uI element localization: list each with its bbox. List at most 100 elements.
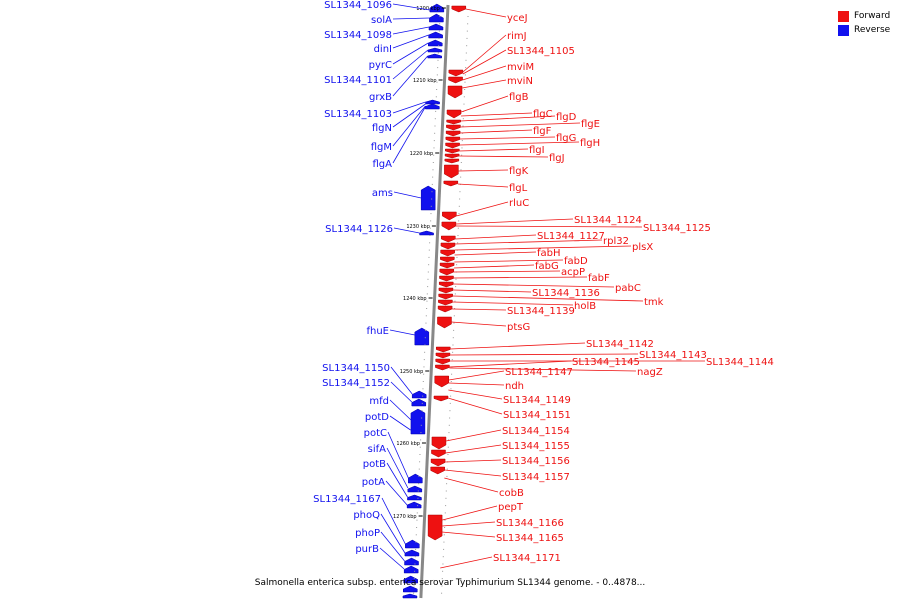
reverse-gene-feature[interactable] xyxy=(429,3,445,13)
reverse-gene-label[interactable]: dinI xyxy=(374,44,392,55)
forward-gene-label[interactable]: plsX xyxy=(632,242,653,253)
forward-gene-label[interactable]: mviM xyxy=(507,62,534,73)
forward-gene-feature[interactable] xyxy=(438,281,454,288)
forward-gene-label[interactable]: flgH xyxy=(580,138,600,149)
forward-gene-label[interactable]: ndh xyxy=(505,381,524,392)
forward-gene-label[interactable]: fabD xyxy=(564,256,588,267)
forward-gene-feature[interactable] xyxy=(445,142,460,149)
forward-gene-label[interactable]: flgB xyxy=(509,92,529,103)
forward-gene-feature[interactable] xyxy=(427,514,443,541)
forward-gene-feature[interactable] xyxy=(448,69,464,77)
forward-gene-label[interactable]: rpl32 xyxy=(603,236,629,247)
forward-gene-label[interactable]: rimJ xyxy=(507,31,527,42)
reverse-gene-feature[interactable] xyxy=(406,501,422,509)
forward-gene-label[interactable]: fabF xyxy=(588,273,610,284)
reverse-gene-feature[interactable] xyxy=(414,327,430,346)
forward-gene-label[interactable]: flgG xyxy=(556,133,576,144)
forward-gene-feature[interactable] xyxy=(446,119,461,125)
reverse-gene-label[interactable]: potC xyxy=(364,428,387,439)
forward-gene-feature[interactable] xyxy=(430,458,446,467)
forward-gene-feature[interactable] xyxy=(440,242,456,250)
forward-gene-feature[interactable] xyxy=(438,287,454,294)
forward-gene-label[interactable]: tmk xyxy=(644,297,664,308)
reverse-gene-feature[interactable] xyxy=(425,103,440,110)
forward-gene-label[interactable]: SL1344_1142 xyxy=(586,339,654,350)
forward-gene-feature[interactable] xyxy=(435,352,451,359)
forward-gene-label[interactable]: SL1344_1143 xyxy=(639,350,707,361)
forward-gene-label[interactable]: SL1344_1156 xyxy=(502,456,570,467)
reverse-gene-label[interactable]: ams xyxy=(372,188,393,199)
forward-gene-feature[interactable] xyxy=(439,268,455,276)
forward-gene-label[interactable]: flgJ xyxy=(549,153,565,164)
forward-gene-feature[interactable] xyxy=(441,221,457,231)
reverse-gene-feature[interactable] xyxy=(403,585,418,593)
reverse-gene-label[interactable]: SL1344_1096 xyxy=(324,0,392,11)
reverse-gene-feature[interactable] xyxy=(403,565,419,574)
forward-gene-feature[interactable] xyxy=(437,316,452,329)
forward-gene-label[interactable]: SL1344_1124 xyxy=(574,215,642,226)
forward-gene-feature[interactable] xyxy=(444,158,460,164)
reverse-gene-label[interactable]: potB xyxy=(363,459,386,470)
reverse-gene-label[interactable]: mfd xyxy=(369,396,389,407)
forward-gene-label[interactable]: SL1344_1154 xyxy=(502,426,570,437)
forward-gene-label[interactable]: fabH xyxy=(537,248,561,259)
forward-gene-label[interactable]: SL1344_1145 xyxy=(572,357,640,368)
forward-gene-feature[interactable] xyxy=(440,249,455,257)
forward-gene-feature[interactable] xyxy=(448,76,463,84)
forward-gene-feature[interactable] xyxy=(441,235,456,243)
forward-gene-feature[interactable] xyxy=(440,256,455,263)
reverse-gene-label[interactable]: fhuE xyxy=(366,326,389,337)
forward-gene-feature[interactable] xyxy=(430,466,445,475)
forward-gene-label[interactable]: SL1344_1125 xyxy=(643,223,711,234)
reverse-gene-feature[interactable] xyxy=(411,390,427,399)
forward-gene-label[interactable]: pepT xyxy=(498,502,524,513)
reverse-gene-feature[interactable] xyxy=(420,185,436,211)
reverse-gene-feature[interactable] xyxy=(407,494,422,501)
forward-gene-feature[interactable] xyxy=(433,395,449,402)
forward-gene-feature[interactable] xyxy=(445,136,461,143)
forward-gene-label[interactable]: flgC xyxy=(533,109,553,120)
forward-gene-feature[interactable] xyxy=(437,305,453,313)
reverse-gene-label[interactable]: phoP xyxy=(355,528,380,539)
reverse-gene-label[interactable]: sifA xyxy=(368,444,387,455)
forward-gene-label[interactable]: SL1344_1165 xyxy=(496,533,564,544)
reverse-gene-label[interactable]: SL1344_1150 xyxy=(322,363,390,374)
forward-gene-label[interactable]: fabG xyxy=(535,261,559,272)
forward-gene-label[interactable]: flgK xyxy=(509,166,529,177)
reverse-gene-feature[interactable] xyxy=(404,549,420,557)
reverse-gene-feature[interactable] xyxy=(404,557,419,566)
forward-gene-feature[interactable] xyxy=(442,211,457,221)
forward-gene-label[interactable]: SL1344_1136 xyxy=(532,288,600,299)
reverse-gene-feature[interactable] xyxy=(428,31,443,39)
reverse-gene-label[interactable]: SL1344_1103 xyxy=(324,109,392,120)
reverse-gene-feature[interactable] xyxy=(429,13,444,23)
forward-gene-label[interactable]: SL1344_1171 xyxy=(493,553,561,564)
reverse-gene-label[interactable]: potA xyxy=(362,477,385,488)
forward-gene-label[interactable]: flgF xyxy=(533,126,552,137)
forward-gene-label[interactable]: SL1344_1127 xyxy=(537,231,605,242)
forward-gene-feature[interactable] xyxy=(443,180,459,187)
reverse-gene-label[interactable]: SL1344_1098 xyxy=(324,30,392,41)
reverse-gene-label[interactable]: SL1344_1167 xyxy=(313,494,381,505)
forward-gene-feature[interactable] xyxy=(439,275,454,282)
forward-gene-label[interactable]: flgD xyxy=(556,112,577,123)
reverse-gene-feature[interactable] xyxy=(411,398,427,407)
reverse-gene-feature[interactable] xyxy=(428,39,443,47)
forward-gene-feature[interactable] xyxy=(439,262,455,269)
reverse-gene-label[interactable]: flgA xyxy=(373,159,393,170)
forward-gene-label[interactable]: SL1344_1139 xyxy=(507,306,575,317)
forward-gene-label[interactable]: pabC xyxy=(615,283,641,294)
reverse-gene-feature[interactable] xyxy=(425,99,440,105)
reverse-gene-feature[interactable] xyxy=(410,408,426,435)
reverse-gene-feature[interactable] xyxy=(427,47,443,53)
reverse-gene-feature[interactable] xyxy=(402,593,418,599)
forward-gene-label[interactable]: SL1344_1155 xyxy=(502,441,570,452)
forward-gene-feature[interactable] xyxy=(444,164,459,179)
forward-gene-label[interactable]: SL1344_1105 xyxy=(507,46,575,57)
forward-gene-feature[interactable] xyxy=(435,346,451,353)
forward-gene-feature[interactable] xyxy=(444,153,460,159)
forward-gene-label[interactable]: acpP xyxy=(561,267,585,278)
forward-gene-label[interactable]: flgE xyxy=(581,119,600,130)
forward-gene-feature[interactable] xyxy=(447,85,463,99)
reverse-gene-feature[interactable] xyxy=(427,53,442,59)
